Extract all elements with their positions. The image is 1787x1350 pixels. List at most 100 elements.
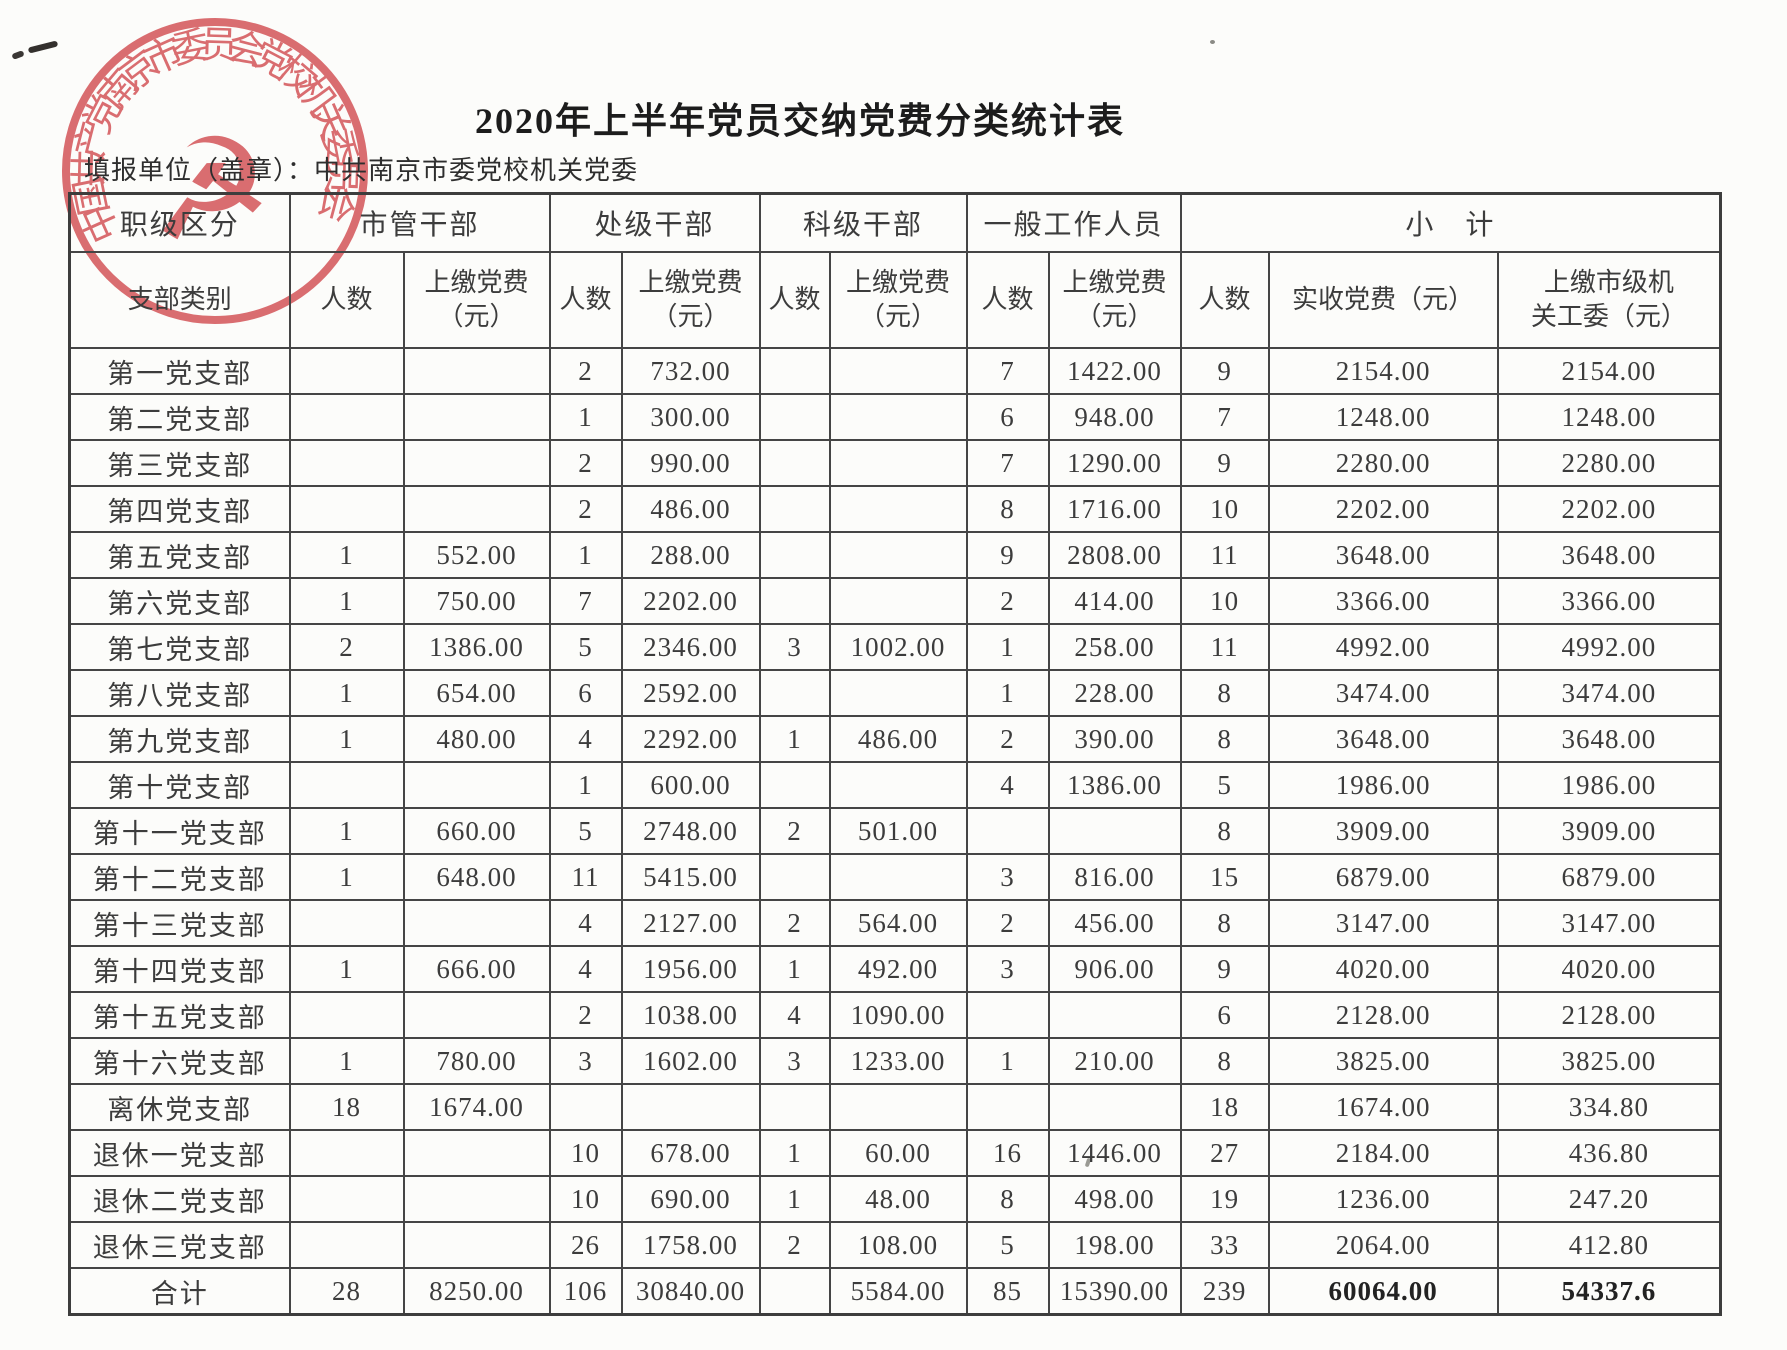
value-cell: 948.00 <box>1047 393 1182 441</box>
branch-name-cell: 退休二党支部 <box>68 1175 291 1223</box>
branch-name-cell: 第十党支部 <box>68 761 291 809</box>
value-cell <box>402 439 551 487</box>
value-cell: 666.00 <box>402 945 551 993</box>
table-row: 第十党支部 1 600.00 4 1386.00 5 1986.00 1986.00 <box>68 761 1722 809</box>
value-cell <box>758 577 831 625</box>
value-cell: 1 <box>548 393 623 441</box>
value-cell <box>758 347 831 395</box>
value-cell: 3147.00 <box>1267 899 1499 947</box>
value-cell: 16 <box>965 1129 1050 1177</box>
value-cell: 3 <box>758 623 831 671</box>
value-cell: 106 <box>548 1267 623 1316</box>
value-cell: 108.00 <box>828 1221 968 1269</box>
value-cell: 1290.00 <box>1047 439 1182 487</box>
value-cell: 2184.00 <box>1267 1129 1499 1177</box>
value-cell: 26 <box>548 1221 623 1269</box>
value-cell: 10 <box>548 1175 623 1223</box>
value-cell: 6879.00 <box>1496 853 1722 901</box>
value-cell: 15390.00 <box>1047 1267 1182 1316</box>
value-cell: 3909.00 <box>1267 807 1499 855</box>
pen-mark <box>11 50 25 60</box>
table-row: 离休党支部 18 1674.00 18 1674.00 334.80 <box>68 1083 1722 1131</box>
value-cell <box>288 485 405 533</box>
value-cell: 2 <box>288 623 405 671</box>
value-cell: 564.00 <box>828 899 968 947</box>
table-row: 第四党支部 2 486.00 8 1716.00 10 2202.00 2202.00 <box>68 485 1722 533</box>
value-cell: 1090.00 <box>828 991 968 1039</box>
value-cell: 4020.00 <box>1496 945 1722 993</box>
value-cell <box>758 853 831 901</box>
value-cell: 1386.00 <box>402 623 551 671</box>
value-cell: 18 <box>288 1083 405 1131</box>
header-group-division-cadre: 处级干部 <box>548 192 761 253</box>
branch-name-cell: 第九党支部 <box>68 715 291 763</box>
value-cell: 1 <box>288 807 405 855</box>
report-unit-line: 填报单位（盖章）：中共南京市委党校机关党委 <box>84 150 638 187</box>
value-cell: 414.00 <box>1047 577 1182 625</box>
table-row: 第三党支部 2 990.00 7 1290.00 9 2280.00 2280.00 <box>68 439 1722 487</box>
value-cell: 5415.00 <box>620 853 761 901</box>
value-cell <box>965 991 1050 1039</box>
header-count: 人数 <box>548 251 623 349</box>
value-cell <box>288 1129 405 1177</box>
value-cell: 18 <box>1179 1083 1270 1131</box>
value-cell: 3909.00 <box>1496 807 1722 855</box>
value-cell: 8 <box>1179 807 1270 855</box>
value-cell: 486.00 <box>620 485 761 533</box>
value-cell <box>402 1129 551 1177</box>
value-cell: 247.20 <box>1496 1175 1722 1223</box>
value-cell <box>288 1221 405 1269</box>
value-cell <box>620 1083 761 1131</box>
value-cell <box>965 807 1050 855</box>
value-cell: 2592.00 <box>620 669 761 717</box>
value-cell: 1 <box>758 1129 831 1177</box>
value-cell: 9 <box>1179 945 1270 993</box>
value-cell <box>828 485 968 533</box>
value-cell: 2292.00 <box>620 715 761 763</box>
value-cell <box>758 439 831 487</box>
value-cell: 19 <box>1179 1175 1270 1223</box>
value-cell: 2280.00 <box>1267 439 1499 487</box>
header-count: 人数 <box>758 251 831 349</box>
value-cell: 1 <box>758 1175 831 1223</box>
table-row: 第五党支部 1 552.00 1 288.00 9 2808.00 11 3648.00 3648… <box>68 531 1722 579</box>
value-cell: 1002.00 <box>828 623 968 671</box>
value-cell: 28 <box>288 1267 405 1316</box>
value-cell: 390.00 <box>1047 715 1182 763</box>
value-cell: 3474.00 <box>1267 669 1499 717</box>
value-cell <box>828 347 968 395</box>
value-cell: 2202.00 <box>620 577 761 625</box>
value-cell: 600.00 <box>620 761 761 809</box>
value-cell: 660.00 <box>402 807 551 855</box>
value-cell: 10 <box>1179 485 1270 533</box>
branch-name-cell: 退休一党支部 <box>68 1129 291 1177</box>
branch-name-cell: 第十一党支部 <box>68 807 291 855</box>
value-cell: 85 <box>965 1267 1050 1316</box>
value-cell: 300.00 <box>620 393 761 441</box>
dues-statistics-table: 职级区分 市管干部 处级干部 科级干部 一般工作人员 小 计 支部类别 人数 上… <box>68 192 1723 1316</box>
value-cell: 2 <box>758 807 831 855</box>
value-cell <box>828 1083 968 1131</box>
table-row: 第一党支部 2 732.00 7 1422.00 9 2154.00 2154.00 <box>68 347 1722 395</box>
value-cell: 4992.00 <box>1496 623 1722 671</box>
value-cell: 4992.00 <box>1267 623 1499 671</box>
value-cell: 8 <box>1179 669 1270 717</box>
value-cell: 2808.00 <box>1047 531 1182 579</box>
value-cell: 2 <box>548 485 623 533</box>
value-cell <box>402 393 551 441</box>
value-cell: 5 <box>548 623 623 671</box>
value-cell: 2202.00 <box>1496 485 1722 533</box>
header-dues-paid: 上缴党费 （元） <box>828 251 968 349</box>
value-cell: 8250.00 <box>402 1267 551 1316</box>
value-cell: 2154.00 <box>1496 347 1722 395</box>
value-cell: 8 <box>1179 715 1270 763</box>
value-cell: 498.00 <box>1047 1175 1182 1223</box>
value-cell: 3648.00 <box>1496 715 1722 763</box>
value-cell: 1446.00 <box>1047 1129 1182 1177</box>
value-cell <box>965 1083 1050 1131</box>
header-group-subtotal: 小 计 <box>1179 192 1722 253</box>
value-cell: 3366.00 <box>1496 577 1722 625</box>
value-cell <box>402 485 551 533</box>
branch-name-cell: 第一党支部 <box>68 347 291 395</box>
table-row: 退休一党支部 10 678.00 1 60.00 16 1446.00 27 2184.00 43… <box>68 1129 1722 1177</box>
